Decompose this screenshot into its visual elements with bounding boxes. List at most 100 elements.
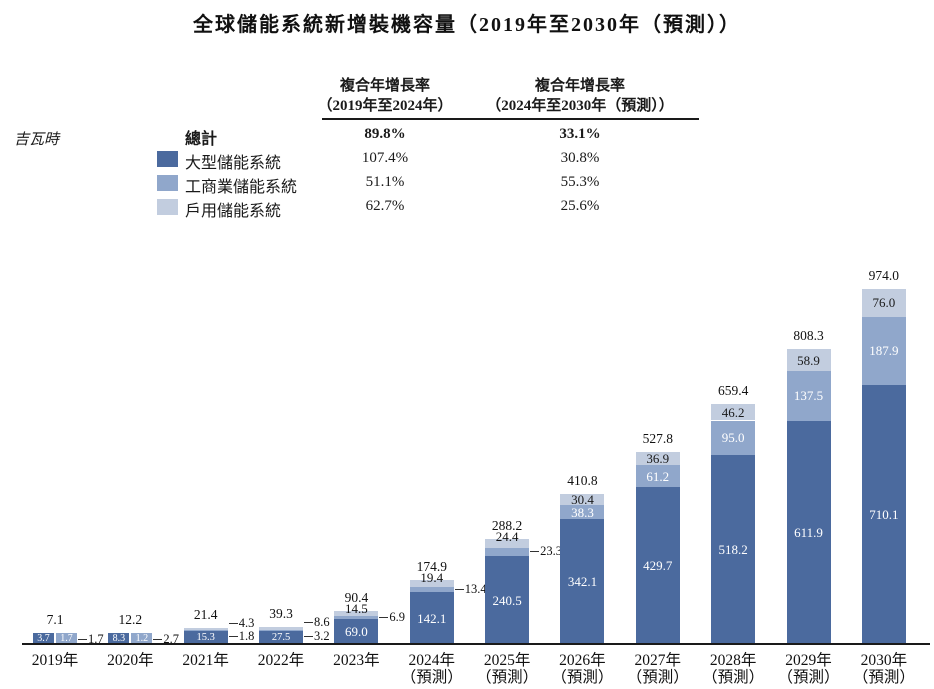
segment-large-label: 518.2	[718, 542, 748, 558]
segment-large	[108, 633, 130, 644]
bar-total-label: 974.0	[868, 268, 900, 283]
segment-commercial-label: 6.9	[389, 609, 406, 624]
segment-residential-label: 14.5	[345, 601, 368, 617]
x-axis-label: 2024年 （預測）	[400, 652, 463, 686]
segment-large	[560, 519, 605, 644]
bar-total-label: 527.8	[642, 430, 673, 446]
segment-commercial	[183, 630, 228, 631]
y-axis-unit-label: 吉瓦時	[14, 132, 60, 148]
x-axis-label: 2022年	[257, 652, 305, 669]
segment-commercial	[409, 587, 454, 593]
leader-line	[153, 639, 163, 640]
segment-residential-label: 19.4	[420, 570, 444, 586]
segment-large-label: 8.3	[112, 633, 126, 644]
legend-value-utility-2: 30.8%	[560, 150, 600, 166]
x-axis-label: 2023年	[333, 652, 380, 669]
segment-commercial-label: 1.8	[238, 629, 255, 643]
segment-residential	[560, 494, 605, 506]
segment-commercial	[334, 616, 379, 619]
chart-title: 全球儲能系統新增裝機容量（2019年至2030年（預測））	[193, 14, 741, 36]
bar-total-label: 288.2	[491, 517, 523, 533]
segment-commercial-label: 23.3	[540, 544, 562, 559]
bar-total-label: 659.4	[717, 382, 749, 398]
leader-line	[454, 588, 464, 590]
cagr-header-line1: 複合年增長率	[339, 78, 430, 94]
x-axis-label: 2027年 （預測）	[626, 652, 689, 686]
segment-large	[635, 487, 680, 644]
segment-large	[334, 618, 379, 644]
segment-residential-label: 1.7	[88, 632, 104, 646]
segment-commercial-label: 3.2	[314, 629, 330, 643]
segment-commercial	[259, 629, 304, 631]
cagr-header-line2: （2019年至2024年）	[317, 98, 453, 114]
segment-residential-label: 76.0	[872, 295, 896, 311]
segment-residential	[711, 403, 756, 421]
segment-large	[183, 631, 228, 644]
segment-commercial-label: 187.9	[869, 343, 899, 359]
header-divider-rule	[322, 118, 699, 120]
segment-large-label: 342.1	[567, 574, 598, 590]
legend-swatch-2	[157, 175, 178, 191]
segment-large-label: 429.7	[643, 558, 673, 574]
leader-line	[228, 623, 238, 625]
segment-residential	[334, 611, 379, 617]
segment-large	[33, 633, 54, 644]
segment-large-label: 27.5	[271, 632, 291, 643]
segment-residential-label: 2.7	[163, 632, 179, 646]
segment-commercial	[131, 633, 153, 644]
segment-large-label: 710.1	[869, 507, 899, 523]
legend-value-commercial-1: 51.1%	[365, 174, 405, 190]
bar-total-label: 12.2	[118, 612, 143, 627]
legend-label-commercial: 工商業儲能系統	[185, 179, 298, 196]
legend-swatch-1	[157, 151, 178, 167]
segment-commercial-label: 137.5	[793, 388, 824, 404]
segment-large-label: 240.5	[492, 592, 522, 608]
segment-large	[786, 420, 831, 644]
legend-value-total-1: 89.8%	[364, 126, 406, 142]
x-axis-label: 2020年	[107, 652, 154, 669]
legend-label-utility: 大型儲能系統	[185, 155, 282, 172]
segment-residential	[861, 289, 906, 317]
legend-label-residential: 戶用儲能系統	[185, 203, 282, 220]
segment-large-label: 142.1	[417, 610, 447, 626]
segment-commercial-label: 38.3	[571, 504, 594, 520]
segment-residential-label: 24.4	[495, 528, 519, 544]
segment-commercial	[635, 465, 680, 488]
segment-residential	[409, 580, 454, 588]
leader-line	[78, 639, 87, 640]
segment-commercial	[485, 547, 530, 557]
segment-residential	[485, 538, 530, 548]
segment-residential-label: 8.6	[314, 614, 330, 629]
segment-residential	[635, 451, 680, 466]
cagr-header-line2: （2024年至2030年（預測））	[486, 98, 674, 114]
cagr-header-2019-2024: 複合年增長率 （2019年至2024年）	[290, 76, 480, 116]
legend-value-utility-1: 107.4%	[361, 150, 409, 166]
leader-line	[304, 621, 314, 623]
x-axis-label: 2019年	[31, 652, 79, 669]
x-axis-label: 2028年 （預測）	[702, 652, 765, 686]
segment-large	[409, 592, 454, 644]
leader-line	[530, 551, 540, 553]
bar-total-label: 7.1	[46, 612, 64, 627]
segment-commercial	[786, 370, 831, 421]
legend-value-total-2: 33.1%	[559, 126, 601, 142]
bar-total-label: 90.4	[344, 590, 369, 606]
segment-large-label: 69.0	[345, 623, 368, 639]
segment-commercial	[560, 505, 605, 520]
leader-line	[228, 636, 238, 637]
segment-residential-label: 46.2	[721, 404, 745, 420]
legend-label-total: 總計	[185, 131, 218, 148]
segment-commercial-label: 1.7	[60, 633, 73, 644]
segment-residential-label: 4.3	[238, 616, 255, 631]
segment-commercial-label: 1.2	[135, 633, 149, 644]
segment-residential	[786, 349, 831, 371]
x-axis-label: 2030年 （預測）	[852, 652, 915, 686]
segment-large-label: 3.7	[37, 633, 50, 644]
segment-residential-label: 36.9	[646, 450, 670, 466]
segment-residential-label: 30.4	[571, 492, 594, 508]
segment-large	[711, 455, 756, 644]
bar-total-label: 39.3	[269, 605, 293, 621]
segment-residential-label: 58.9	[797, 352, 820, 368]
segment-commercial-label: 13.4	[464, 581, 487, 596]
x-axis-label: 2029年 （預測）	[777, 652, 840, 686]
